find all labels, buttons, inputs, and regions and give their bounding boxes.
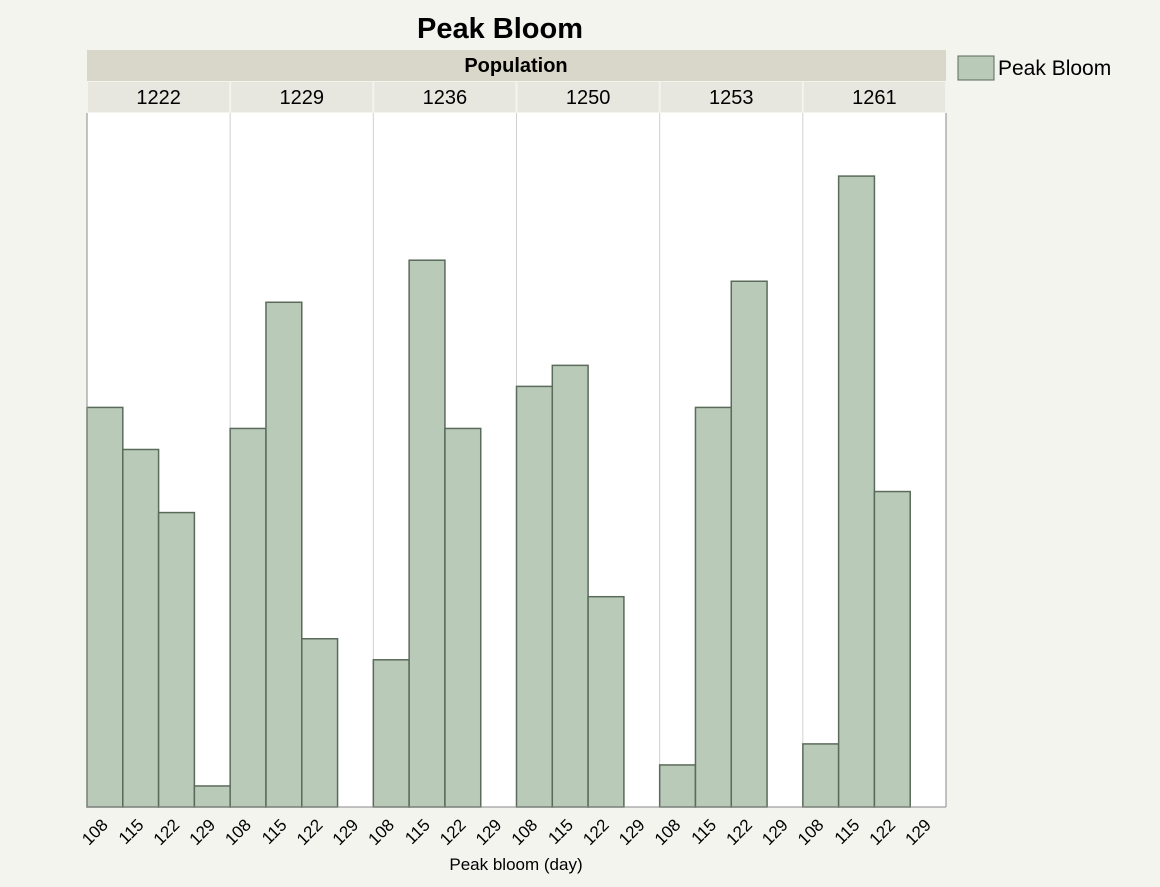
panel-label: 1222 [136, 87, 181, 109]
panel-header [517, 82, 659, 112]
bar [86, 406, 124, 808]
x-axis-label: Peak bloom (day) [449, 855, 582, 874]
bar [193, 785, 231, 808]
panel-header [231, 82, 373, 112]
panel-header [88, 82, 230, 112]
panel-label: 1229 [280, 87, 325, 109]
panel-label: 1236 [423, 87, 468, 109]
bar [837, 175, 876, 808]
panel-header [803, 82, 945, 112]
bar [587, 595, 625, 808]
bar [301, 638, 339, 808]
panel-label: 1253 [709, 87, 754, 109]
bar [229, 427, 267, 808]
bar [730, 280, 768, 808]
bar [694, 406, 733, 808]
bar [802, 743, 840, 808]
facet-band [87, 50, 946, 81]
panel-header [374, 82, 516, 112]
bar [265, 301, 303, 808]
panel-header [660, 82, 802, 112]
panel-label: 1250 [566, 87, 611, 109]
legend-swatch [957, 55, 995, 81]
bar [873, 490, 911, 808]
bar [444, 427, 482, 808]
panel-label: 1261 [852, 87, 897, 109]
legend-label: Peak Bloom [998, 57, 1111, 80]
chart-title: Peak Bloom [417, 13, 583, 45]
bar [122, 448, 160, 808]
bar [157, 511, 196, 808]
bar [372, 659, 410, 808]
facet-label: Population [464, 55, 567, 77]
bar [551, 364, 589, 808]
bar [515, 385, 554, 808]
bar [658, 764, 697, 808]
bar [408, 259, 446, 808]
